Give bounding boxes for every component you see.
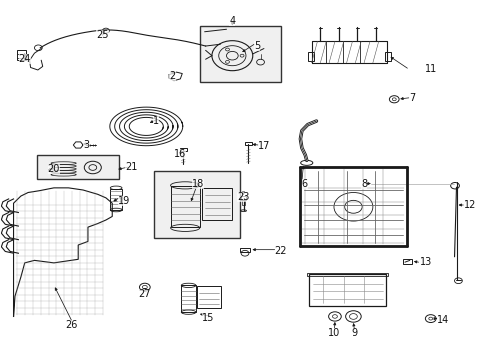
Text: 8: 8	[361, 179, 366, 189]
Text: 23: 23	[237, 192, 249, 202]
Text: 11: 11	[425, 64, 437, 74]
Text: 15: 15	[202, 312, 214, 323]
Bar	[200, 26, 281, 82]
Bar	[197, 287, 221, 308]
Text: 20: 20	[48, 163, 60, 174]
Text: 27: 27	[138, 289, 151, 298]
Bar	[308, 274, 386, 306]
Text: 10: 10	[327, 328, 340, 338]
Bar	[241, 200, 245, 205]
Text: 13: 13	[419, 257, 431, 267]
Text: 16: 16	[174, 149, 186, 159]
Text: 6: 6	[301, 179, 307, 189]
Bar	[17, 50, 26, 60]
Bar	[170, 186, 200, 227]
Bar	[37, 155, 118, 179]
Text: 5: 5	[254, 41, 260, 51]
Bar	[307, 52, 313, 61]
Bar	[181, 285, 196, 312]
Text: 19: 19	[118, 197, 130, 206]
Bar	[299, 167, 406, 246]
Text: 22: 22	[274, 246, 286, 256]
Bar	[244, 143, 251, 145]
Text: 21: 21	[125, 162, 138, 172]
Text: 3: 3	[83, 140, 89, 150]
Bar	[110, 189, 122, 210]
Bar	[239, 248, 250, 252]
Text: 17: 17	[258, 141, 270, 151]
Text: 4: 4	[229, 16, 235, 26]
Bar	[240, 196, 246, 200]
Text: 9: 9	[350, 328, 357, 338]
Text: 7: 7	[408, 93, 414, 103]
Text: 18: 18	[192, 179, 204, 189]
Bar	[202, 188, 232, 220]
Text: 1: 1	[153, 116, 159, 126]
Text: 25: 25	[96, 30, 108, 40]
Text: 12: 12	[463, 200, 476, 210]
Bar	[384, 52, 390, 61]
Text: 2: 2	[169, 71, 175, 81]
Text: 24: 24	[19, 54, 31, 64]
Bar	[306, 273, 387, 276]
Bar	[180, 148, 186, 151]
Text: 26: 26	[65, 320, 78, 330]
Bar	[402, 258, 411, 264]
Bar	[153, 171, 240, 238]
Text: 14: 14	[436, 315, 448, 325]
Circle shape	[102, 28, 109, 33]
